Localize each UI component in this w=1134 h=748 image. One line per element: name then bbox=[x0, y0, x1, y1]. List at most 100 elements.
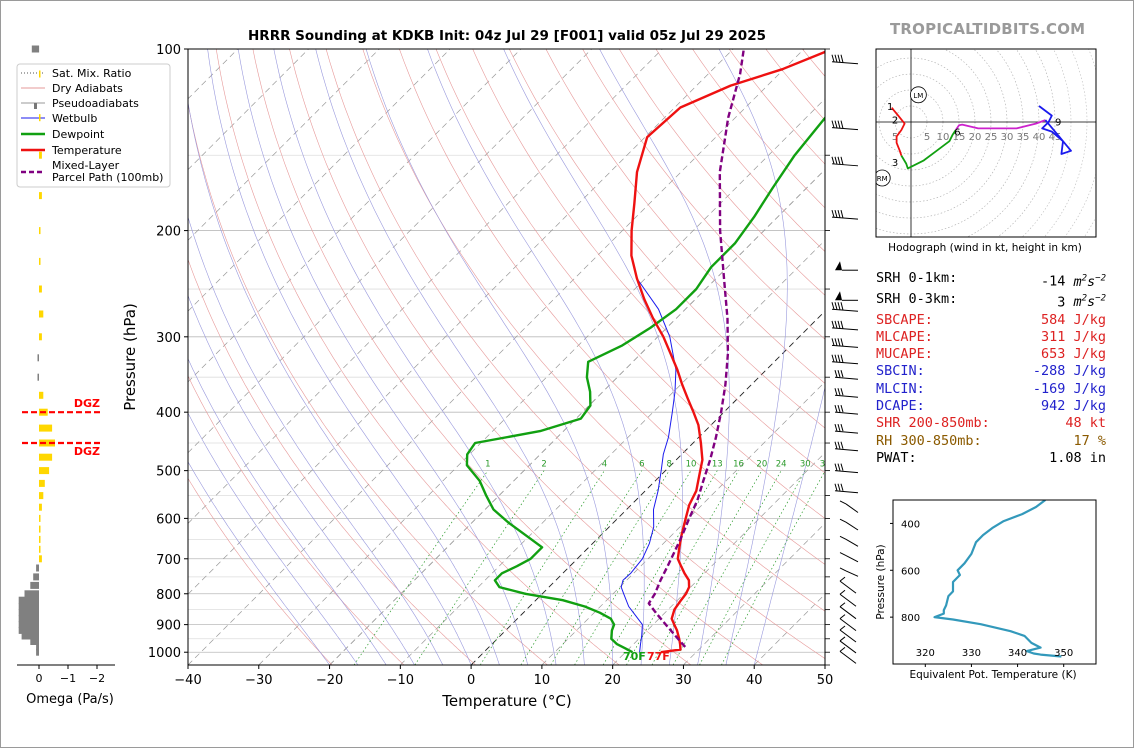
storm-motion-marker bbox=[876, 169, 891, 187]
x-tick-label: 20 bbox=[604, 673, 621, 688]
dry-adiabat bbox=[399, 49, 825, 565]
wind-barb-tick bbox=[840, 463, 844, 471]
pseudoadiabat bbox=[503, 49, 683, 665]
theta-e-frame bbox=[892, 499, 1097, 665]
wind-barb-shaft bbox=[831, 127, 859, 131]
wind-barb-shaft bbox=[839, 606, 857, 620]
mixing-ratio-label: 10 bbox=[686, 460, 697, 470]
stat-row: SHR 200-850mb: 48 kt bbox=[876, 415, 1106, 432]
omega-bar bbox=[33, 573, 39, 581]
wind-barb bbox=[834, 423, 859, 434]
mixing-ratio-label: 4 bbox=[602, 460, 607, 470]
wind-barb-tick bbox=[840, 388, 844, 396]
stat-value: -169 J/kg bbox=[1033, 381, 1106, 398]
wind-barb-shaft bbox=[839, 629, 857, 643]
wind-barb bbox=[839, 614, 857, 632]
wind-barb-tick bbox=[840, 483, 844, 491]
omega-bar bbox=[18, 609, 39, 617]
theta-e-xtick-label: 350 bbox=[1054, 648, 1073, 659]
wind-barb-tick bbox=[831, 120, 835, 128]
isotherm bbox=[400, 239, 825, 665]
hodograph-height-label: 9 bbox=[1055, 117, 1061, 128]
wind-barb-tick bbox=[837, 483, 841, 491]
stat-label: RH 300-850mb: bbox=[876, 432, 982, 449]
stat-label: PWAT: bbox=[876, 449, 917, 466]
wind-barb bbox=[839, 518, 859, 531]
hodograph-height-label: 2 bbox=[892, 115, 898, 126]
wind-barb-tick bbox=[837, 302, 841, 310]
mixing-ratio-line bbox=[574, 470, 692, 665]
wind-barb-shaft bbox=[831, 361, 859, 365]
wind-barb-tick bbox=[840, 423, 844, 432]
hodograph-ring-label: 40 bbox=[1033, 132, 1046, 143]
wind-barb-shaft bbox=[834, 376, 859, 380]
wind-barb bbox=[839, 647, 857, 664]
legend-item-wetbulb: Wetbulb bbox=[21, 112, 97, 125]
y-tick-label: 300 bbox=[156, 331, 181, 346]
omega-bar bbox=[39, 333, 42, 341]
omega-tick: 0 bbox=[36, 672, 43, 685]
temperature-line bbox=[630, 50, 825, 654]
omega-xlabel: Omega (Pa/s) bbox=[26, 692, 114, 707]
storm-motion-label: RM bbox=[877, 175, 888, 183]
wind-barb-shaft bbox=[831, 327, 859, 331]
stat-label: SRH 0-3km: bbox=[876, 290, 958, 307]
brand-watermark: TROPICALTIDBITS.COM bbox=[890, 20, 1086, 38]
stat-number: 1.08 in bbox=[1049, 449, 1106, 466]
isotherm bbox=[541, 381, 825, 665]
mixed-layer-parcel-path-100mb-line bbox=[647, 49, 745, 648]
wind-barb-tick bbox=[834, 405, 838, 413]
omega-bar bbox=[18, 603, 39, 610]
stat-row: MLCIN: -169 J/kg bbox=[876, 381, 1106, 398]
wind-barb-tick bbox=[834, 120, 838, 129]
storm-motion-label: LM bbox=[913, 92, 923, 100]
wind-barb-tick bbox=[834, 54, 838, 63]
wind-barb bbox=[839, 589, 857, 607]
omega-bar bbox=[31, 45, 40, 53]
wind-barb-tick bbox=[837, 120, 841, 129]
stat-unit: m2s−2 bbox=[1065, 293, 1106, 311]
stat-label: SBCIN: bbox=[876, 363, 925, 380]
stat-label: SHR 200-850mb: bbox=[876, 415, 990, 432]
omega-bar bbox=[39, 525, 41, 533]
wind-barb-tick bbox=[837, 370, 841, 378]
surface-dewpoint-label: 70F bbox=[623, 650, 646, 663]
wind-barb-tick bbox=[839, 518, 847, 523]
mixing-ratio-line bbox=[479, 470, 605, 665]
legend-label: Dry Adiabats bbox=[52, 82, 123, 95]
wind-barb-flag bbox=[835, 291, 842, 301]
pseudoadiabat bbox=[718, 49, 788, 665]
stat-label: SRH 0-1km: bbox=[876, 270, 958, 286]
dry-adiabat bbox=[252, 49, 692, 665]
stat-value: 584 J/kg bbox=[1041, 312, 1106, 329]
mixing-ratio-line bbox=[353, 470, 489, 665]
stat-number: 653 J/kg bbox=[1040, 346, 1106, 363]
wind-barb bbox=[831, 354, 859, 365]
wind-barb-tick bbox=[839, 500, 847, 505]
hodograph-ring-label: 5 bbox=[892, 132, 898, 143]
surface-temperature-label: 77F bbox=[647, 650, 670, 663]
mixing-ratio-line bbox=[721, 470, 825, 665]
wind-barb-tick bbox=[839, 614, 846, 620]
dry-adiabat bbox=[215, 49, 620, 665]
omega-bar bbox=[39, 227, 41, 235]
wind-barb-tick bbox=[837, 405, 841, 413]
stat-label: MUCAPE: bbox=[876, 346, 933, 363]
x-tick-label: 10 bbox=[534, 673, 551, 688]
wind-barb-tick bbox=[839, 567, 847, 572]
wind-barb-shaft bbox=[839, 618, 857, 632]
wind-barb-tick bbox=[839, 602, 846, 608]
omega-bar bbox=[39, 503, 42, 511]
dry-adiabat bbox=[435, 49, 825, 519]
wind-barb-shaft bbox=[839, 580, 857, 594]
wind-barb-tick bbox=[831, 354, 835, 362]
mixing-ratio-label: 24 bbox=[776, 460, 787, 470]
sounding-stats: SRH 0-1km: -14 m2s−2 SRH 0-3km: 3 m2s−2 SBCA… bbox=[876, 270, 1106, 467]
chart-title: HRRR Sounding at KDKB Init: 04z Jul 29 [… bbox=[248, 28, 766, 44]
legend-label: Mixed-Layer bbox=[52, 159, 120, 172]
omega-bar bbox=[39, 535, 41, 543]
stat-number: -14 bbox=[1040, 273, 1066, 290]
omega-bar bbox=[36, 648, 39, 656]
legend-label: Wetbulb bbox=[52, 112, 97, 125]
wind-barb bbox=[834, 463, 859, 474]
